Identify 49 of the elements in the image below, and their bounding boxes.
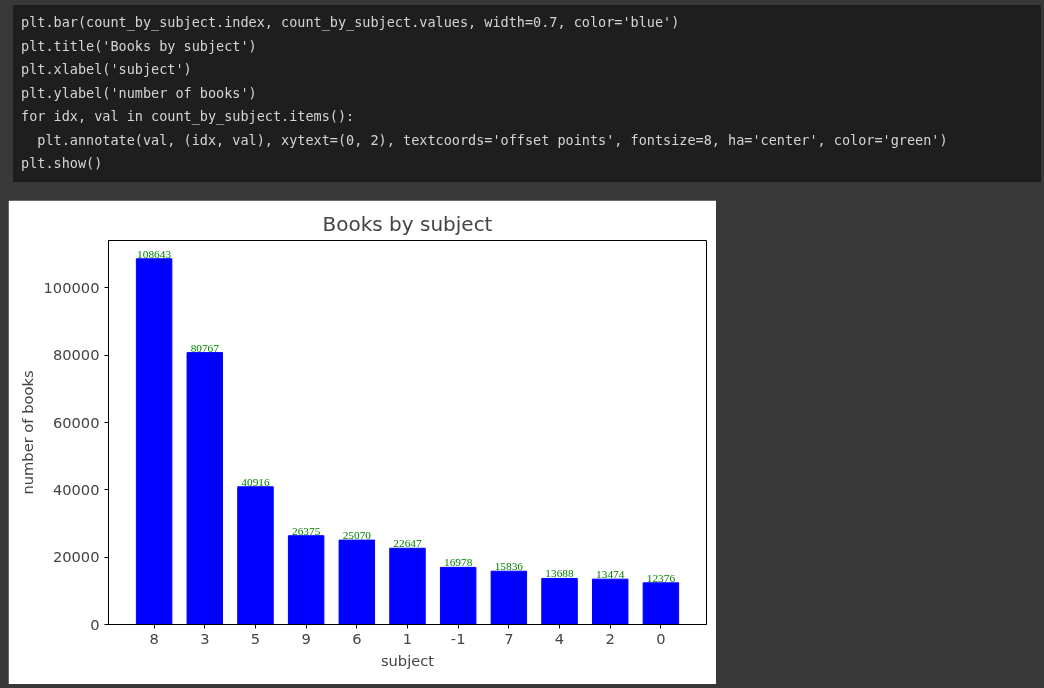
data-label: 12376 bbox=[646, 571, 676, 584]
data-label: 15836 bbox=[494, 560, 524, 573]
x-tick-label: 4 bbox=[554, 629, 565, 647]
y-tick-label: 60000 bbox=[52, 413, 100, 431]
text: for idx, val in count_by_subject.items(): bbox=[21, 108, 355, 124]
data-label: 80767 bbox=[190, 341, 220, 354]
text: plt.xlabel('subject') bbox=[21, 61, 192, 77]
bar bbox=[439, 566, 477, 625]
data-label: 13474 bbox=[596, 568, 625, 581]
data-label: 25070 bbox=[342, 529, 372, 542]
bar bbox=[642, 582, 680, 625]
text: plt.ylabel('number of books') bbox=[21, 84, 257, 101]
y-tick-label: 0 bbox=[90, 615, 100, 633]
chart-title: Books by subject bbox=[322, 211, 493, 236]
x-tick-label: 7 bbox=[504, 629, 514, 647]
y-tick-label: 40000 bbox=[52, 480, 100, 498]
bar bbox=[237, 486, 274, 625]
x-tick-label: 1 bbox=[402, 629, 413, 647]
bar bbox=[186, 352, 224, 625]
x-tick-label: 9 bbox=[301, 629, 311, 647]
data-label: 22647 bbox=[393, 537, 422, 550]
x-tick-label: 0 bbox=[656, 629, 666, 647]
data-label: 16978 bbox=[444, 556, 473, 569]
data-label: 40916 bbox=[241, 475, 270, 488]
text: plt.title('Books by subject') bbox=[21, 37, 257, 54]
data-label: 108643 bbox=[137, 247, 172, 260]
data-label: 13688 bbox=[545, 567, 575, 580]
text: plt.bar(count_by_subject.index, count_by_subject.values, width=0.7, color='blue') bbox=[21, 14, 680, 30]
bar bbox=[591, 578, 629, 625]
y-tick-label: 100000 bbox=[43, 278, 100, 296]
x-tick-label: 5 bbox=[250, 629, 261, 647]
bar bbox=[490, 570, 528, 625]
text: plt.show() bbox=[21, 155, 103, 171]
bar bbox=[338, 539, 376, 625]
data-label: 26375 bbox=[291, 524, 321, 537]
bar bbox=[389, 547, 426, 625]
x-tick-label: 3 bbox=[200, 629, 210, 647]
bar bbox=[287, 535, 325, 625]
text: plt.annotate(val, (idx, val), xytext=(0, 2), textcoords='offset points', fontsize=8, ha='center', color='green') bbox=[37, 131, 948, 148]
x-tick-label: 8 bbox=[149, 629, 159, 647]
x-tick-label: 6 bbox=[352, 629, 362, 647]
x-axis-title: subject bbox=[380, 651, 435, 669]
y-tick-label: 80000 bbox=[52, 346, 100, 364]
y-tick-label: 20000 bbox=[52, 548, 100, 566]
bar bbox=[135, 258, 173, 625]
x-tick-label: -1 bbox=[450, 629, 466, 647]
y-axis-title: number of books bbox=[18, 370, 36, 495]
x-tick-label: 2 bbox=[605, 629, 615, 647]
bar bbox=[541, 577, 578, 625]
